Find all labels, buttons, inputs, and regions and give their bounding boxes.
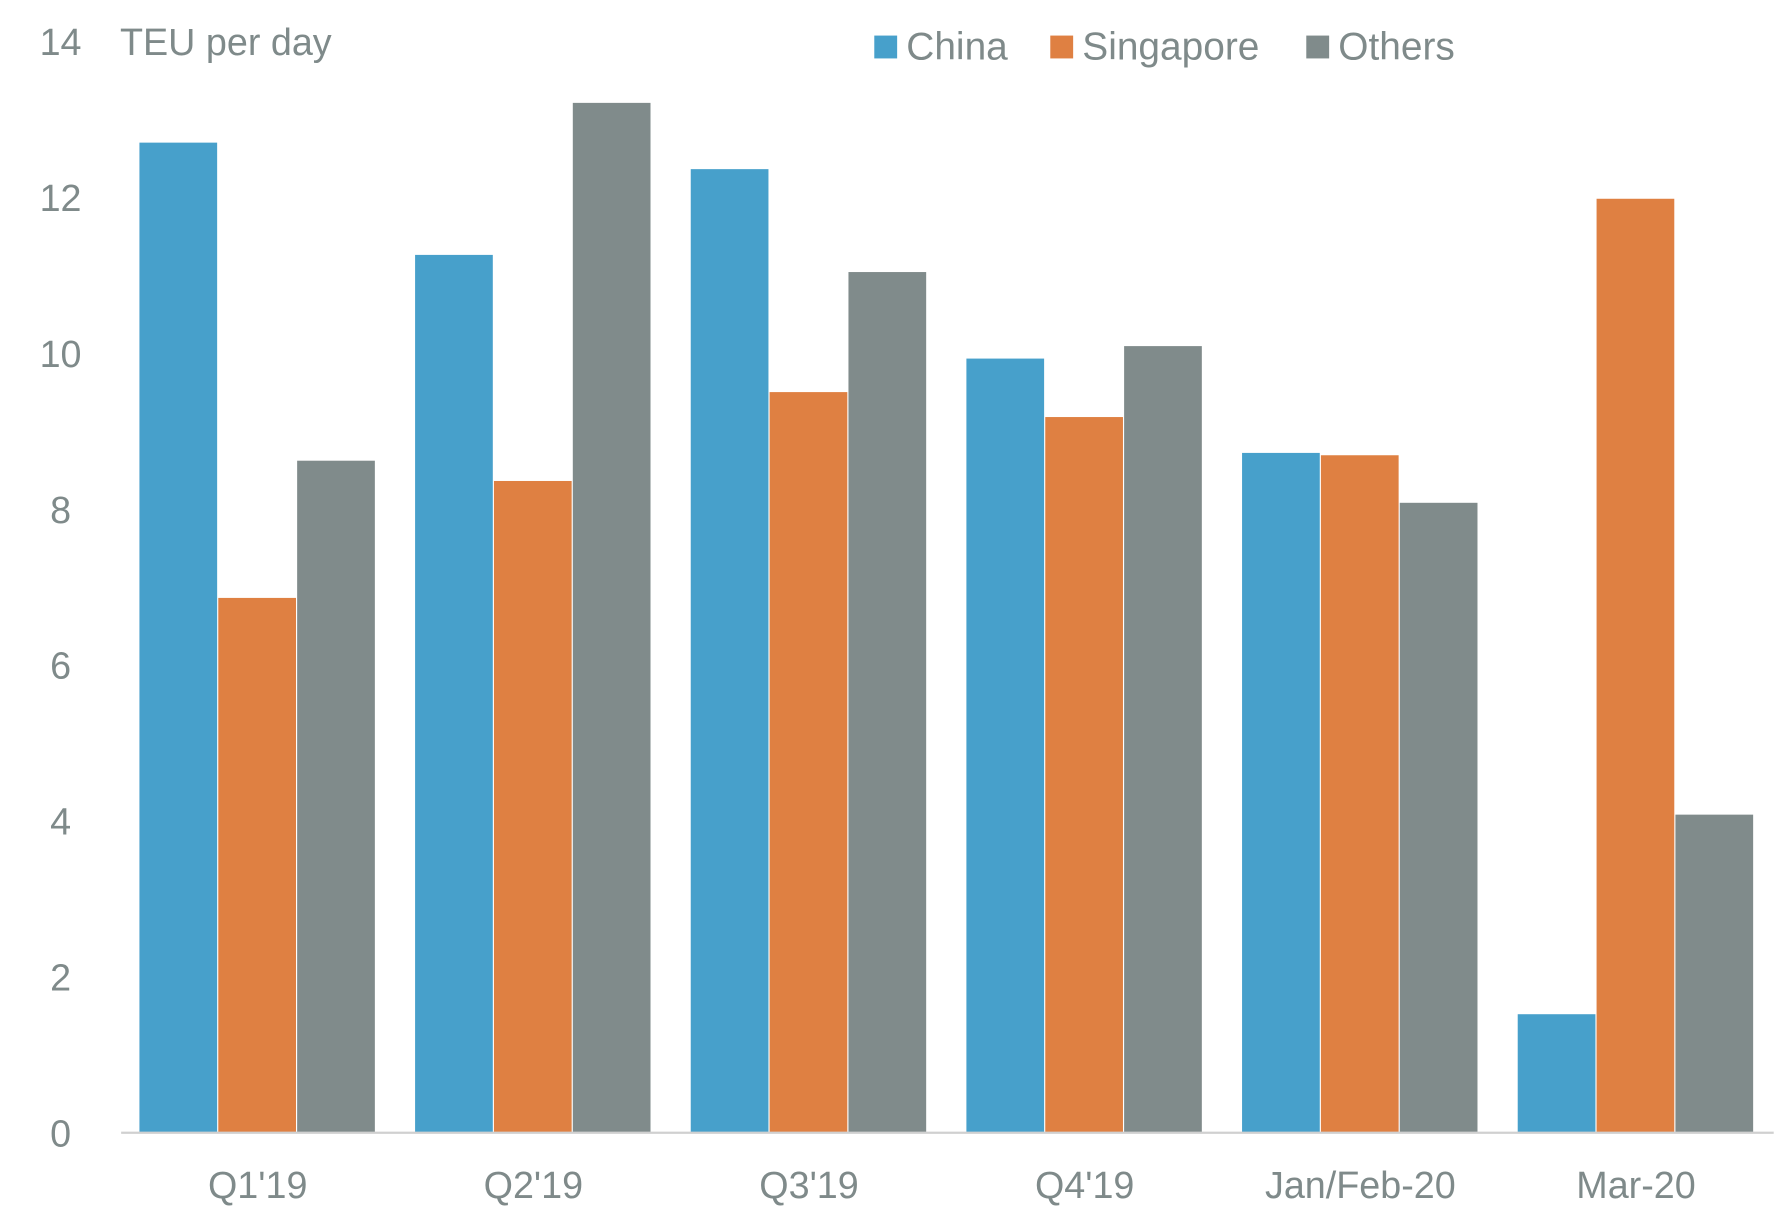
y-tick-label: 12 bbox=[40, 177, 82, 219]
bar-singapore-2 bbox=[769, 392, 848, 1133]
bar-china-0 bbox=[139, 142, 218, 1133]
bar-singapore-1 bbox=[493, 480, 572, 1133]
legend-label-china: China bbox=[906, 26, 1008, 69]
y-tick-label: 0 bbox=[50, 1112, 71, 1154]
x-tick-label: Mar-20 bbox=[1576, 1164, 1695, 1206]
y-tick-label: 14 bbox=[40, 21, 82, 63]
bar-singapore-4 bbox=[1320, 455, 1399, 1133]
x-tick-label: Q3'19 bbox=[759, 1164, 858, 1206]
y-tick-label: 10 bbox=[40, 333, 82, 375]
x-tick-label: Q2'19 bbox=[484, 1164, 583, 1206]
bar-others-1 bbox=[572, 102, 651, 1133]
x-tick-label: Q1'19 bbox=[208, 1164, 307, 1206]
bar-china-2 bbox=[690, 169, 769, 1133]
x-tick-label: Jan/Feb-20 bbox=[1265, 1164, 1456, 1206]
legend-swatch-others bbox=[1306, 35, 1330, 59]
legend-swatch-singapore bbox=[1050, 35, 1074, 59]
bar-others-3 bbox=[1124, 346, 1202, 1133]
y-axis-label: TEU per day bbox=[120, 21, 332, 63]
y-tick-label: 2 bbox=[50, 957, 71, 999]
bar-china-1 bbox=[415, 254, 493, 1133]
bar-others-0 bbox=[297, 460, 375, 1133]
y-tick-label: 6 bbox=[50, 645, 71, 687]
bar-singapore-0 bbox=[218, 597, 296, 1133]
bar-china-5 bbox=[1517, 1014, 1596, 1133]
legend-label-others: Others bbox=[1338, 26, 1455, 69]
legend-label-singapore: Singapore bbox=[1082, 26, 1259, 69]
legend-swatch-china bbox=[874, 35, 898, 59]
bar-china-4 bbox=[1242, 452, 1320, 1133]
bar-others-5 bbox=[1675, 814, 1754, 1133]
bar-singapore-3 bbox=[1045, 417, 1123, 1133]
bar-china-3 bbox=[966, 358, 1045, 1133]
bar-others-4 bbox=[1399, 502, 1478, 1133]
y-tick-label: 4 bbox=[50, 801, 71, 843]
bar-singapore-5 bbox=[1596, 198, 1675, 1133]
bar-others-2 bbox=[848, 272, 927, 1133]
x-tick-label: Q4'19 bbox=[1035, 1164, 1134, 1206]
y-tick-label: 8 bbox=[50, 489, 71, 531]
